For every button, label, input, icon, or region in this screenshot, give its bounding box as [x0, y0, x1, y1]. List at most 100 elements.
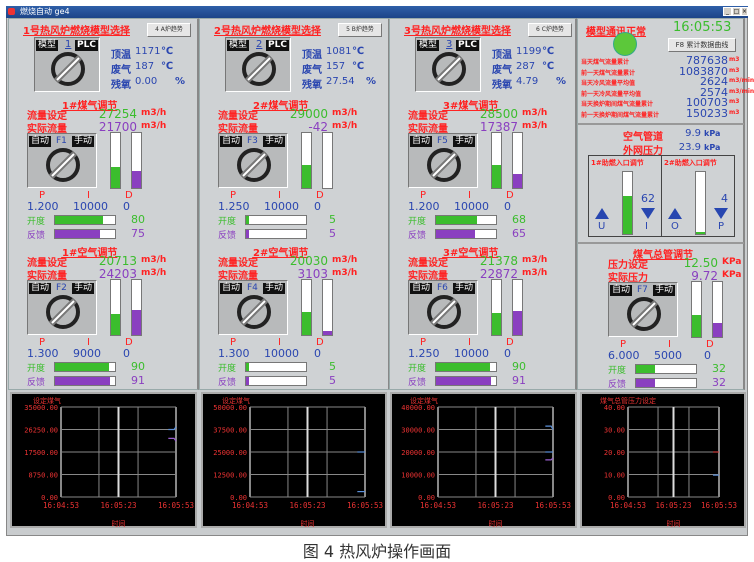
pid-i-value[interactable]: 9000	[73, 347, 101, 360]
increase-arrow-icon[interactable]	[668, 208, 682, 219]
pid-p-value[interactable]: 1.200	[408, 200, 440, 213]
open-value: 5	[329, 213, 336, 226]
knob-icon[interactable]	[43, 145, 83, 189]
trend-button[interactable]: 5 B炉趋势	[338, 23, 382, 37]
pid-d-value[interactable]: 0	[504, 347, 511, 360]
setpoint-label: 流量设定	[408, 111, 448, 122]
pid-d-value[interactable]: 0	[123, 347, 130, 360]
pid-i-value[interactable]: 10000	[264, 200, 299, 213]
trend-button[interactable]: 4 A炉趋势	[147, 23, 191, 37]
open-fill	[636, 365, 656, 373]
pid-i-value[interactable]: 5000	[654, 349, 682, 362]
feedback-bar	[54, 229, 116, 239]
close-button[interactable]: ×	[741, 7, 748, 16]
trend-button[interactable]: 6 C炉趋势	[528, 23, 572, 37]
decrease-arrow-icon[interactable]	[641, 208, 655, 219]
pid-i-value[interactable]: 10000	[454, 347, 489, 360]
pid-i-value[interactable]: 10000	[454, 200, 489, 213]
open-value: 5	[329, 360, 336, 373]
pid-p-value[interactable]: 6.000	[608, 349, 640, 362]
knob-icon[interactable]	[234, 145, 274, 189]
furnace-title: 3号热风炉燃烧模型选择	[404, 26, 511, 37]
pid-p-label: P	[39, 190, 46, 201]
model-selector[interactable]: 模型 1 PLC	[34, 37, 100, 92]
air-mode-switch[interactable]: 自动 F4 手动	[218, 280, 288, 335]
pid-d-value[interactable]: 0	[123, 200, 130, 213]
knob-icon[interactable]	[234, 292, 274, 336]
unit-label: m3/h	[522, 108, 548, 118]
ext-label: 外网压力	[623, 146, 663, 157]
increase-arrow-icon[interactable]	[595, 208, 609, 219]
pid-p-label: P	[230, 190, 237, 201]
app-icon	[8, 8, 15, 15]
gas-mode-switch[interactable]: 自动 F1 手动	[27, 133, 97, 188]
pid-p-value[interactable]: 1.300	[218, 347, 250, 360]
pid-i-label: I	[87, 337, 90, 348]
knob-icon[interactable]	[624, 294, 664, 338]
pid-p-value[interactable]: 1.300	[27, 347, 59, 360]
x-tick-label: 16:05:23	[477, 501, 513, 510]
vertical-level-bar	[322, 279, 333, 336]
pid-d-value[interactable]: 0	[504, 200, 511, 213]
level-fill	[111, 166, 120, 188]
knob-icon[interactable]	[424, 145, 464, 189]
minimize-button[interactable]: _	[723, 7, 732, 16]
air-mode-switch[interactable]: 自动 F6 手动	[408, 280, 478, 335]
setpoint-value: 28500	[479, 107, 518, 121]
model-label: 模型	[36, 40, 59, 51]
pid-d-value[interactable]: 0	[704, 349, 711, 362]
feedback-value: 65	[512, 227, 526, 240]
level-fill	[713, 323, 722, 337]
air-mode-switch[interactable]: 自动 F2 手动	[27, 280, 97, 335]
actual-value: 17387	[479, 120, 518, 134]
pid-p-value[interactable]: 1.200	[27, 200, 59, 213]
main-gas-mode-switch[interactable]: 自动 F7 手动	[608, 282, 678, 337]
pid-i-value[interactable]: 10000	[264, 347, 299, 360]
model-selector[interactable]: 模型 3 PLC	[415, 37, 481, 92]
vertical-level-bar	[491, 132, 502, 189]
knob-icon[interactable]	[429, 49, 469, 93]
readout-label: 残氧	[302, 80, 322, 91]
actual-label: 实际流量	[408, 124, 448, 135]
valve-id: F5	[437, 136, 448, 146]
pid-p-value[interactable]: 1.250	[218, 200, 250, 213]
comm-status-indicator	[613, 32, 637, 56]
trend-chart-2: 0.00 12500.00 25000.00 37500.00 50000.00 16:0…	[201, 392, 387, 528]
cumulative-curve-button[interactable]: F8 累计数据曲线	[668, 38, 736, 52]
pid-d-value[interactable]: 0	[314, 200, 321, 213]
knob-icon[interactable]	[48, 49, 88, 93]
model-label: 模型	[227, 40, 250, 51]
manual-label: 手动	[653, 285, 676, 296]
knob-icon[interactable]	[43, 292, 83, 336]
gas-mode-switch[interactable]: 自动 F3 手动	[218, 133, 288, 188]
pid-i-label: I	[278, 337, 281, 348]
x-axis-label: 时间	[667, 519, 681, 528]
pid-i-value[interactable]: 10000	[73, 200, 108, 213]
actual-label: 实际流量	[218, 271, 258, 282]
gas-mode-switch[interactable]: 自动 F5 手动	[408, 133, 478, 188]
auto-label: 自动	[220, 136, 243, 147]
chart-svg: 0.00 10.00 20.00 30.00 40.00 16:04:53 16:05:23…	[600, 396, 737, 528]
knob-icon[interactable]	[239, 49, 279, 93]
stat-unit: m3/min	[729, 77, 754, 85]
x-tick-label: 16:05:23	[655, 501, 691, 510]
unit-label: m3/h	[332, 268, 358, 278]
trend-chart-3: 0.00 10000.00 20000.00 30000.00 40000.00 16:0…	[390, 392, 577, 528]
status-panel: 模型通讯正常 16:05:53 F8 累计数据曲线 当天煤气流量累计 787638 m3 前…	[577, 18, 754, 390]
maximize-button[interactable]: □	[732, 7, 741, 16]
knob-icon[interactable]	[424, 292, 464, 336]
level-fill	[696, 231, 705, 234]
decrease-arrow-icon[interactable]	[714, 208, 728, 219]
open-bar	[435, 215, 497, 225]
model-selector[interactable]: 模型 2 PLC	[225, 37, 291, 92]
comm-status-text: 模型通讯正常	[586, 27, 646, 38]
pid-p-value[interactable]: 1.250	[408, 347, 440, 360]
vertical-level-bar	[110, 279, 121, 336]
inlet-panel-2: 2#助燃入口调节 4 O P	[661, 155, 735, 237]
ext-unit: kPa	[704, 143, 721, 152]
pid-d-value[interactable]: 0	[314, 347, 321, 360]
inlet-title: 1#助燃入口调节	[591, 159, 644, 167]
unit-label: m3/h	[141, 108, 167, 118]
setpoint-label: 流量设定	[218, 111, 258, 122]
pid-p-label: P	[420, 337, 427, 348]
